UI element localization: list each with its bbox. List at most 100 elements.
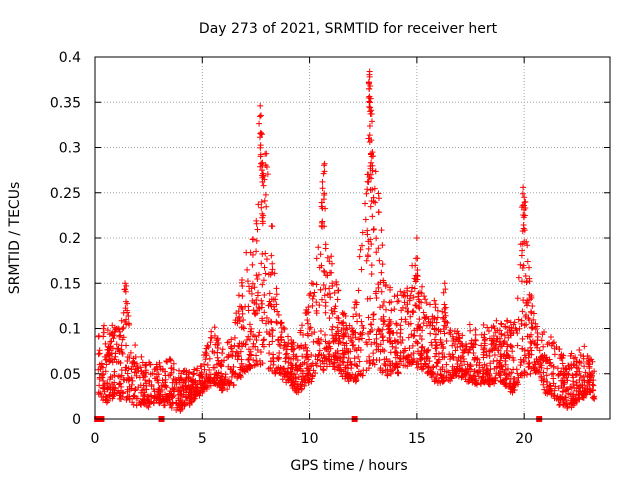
data-point: [439, 366, 446, 373]
data-point: [166, 356, 173, 363]
data-point: [458, 340, 465, 347]
data-point: [191, 392, 198, 399]
data-point: [105, 344, 112, 351]
data-point: [414, 325, 421, 332]
data-point: [188, 398, 195, 405]
data-point: [141, 392, 148, 399]
data-point: [411, 332, 418, 339]
data-point: [246, 283, 253, 290]
data-point: [463, 370, 470, 377]
data-point: [400, 362, 407, 369]
data-point: [510, 384, 517, 391]
data-point: [132, 342, 139, 349]
data-point: [266, 350, 273, 357]
data-point: [254, 275, 261, 282]
data-point: [379, 334, 386, 341]
data-point: [392, 354, 399, 361]
data-point: [487, 366, 494, 373]
data-point: [394, 369, 401, 376]
data-point: [104, 380, 111, 387]
data-point: [317, 286, 324, 293]
data-point: [219, 346, 226, 353]
data-point: [559, 388, 566, 395]
data-point: [313, 281, 320, 288]
data-point: [418, 336, 425, 343]
data-point: [131, 393, 138, 400]
data-point: [369, 162, 376, 169]
x-tick-label: 10: [301, 431, 319, 447]
data-point: [504, 352, 511, 359]
data-point: [321, 292, 328, 299]
data-point: [147, 361, 154, 368]
data-point: [260, 173, 267, 180]
data-point: [253, 237, 260, 244]
data-point: [542, 390, 549, 397]
data-point: [368, 271, 375, 278]
data-point: [557, 355, 564, 362]
data-point: [471, 367, 478, 374]
data-point: [577, 351, 584, 358]
data-point: [443, 338, 450, 345]
data-point: [406, 297, 413, 304]
data-point: [317, 251, 324, 258]
data-point: [270, 351, 277, 358]
data-point: [236, 343, 243, 350]
data-point: [477, 379, 484, 386]
data-point: [322, 205, 329, 212]
data-point: [122, 305, 129, 312]
data-point: [382, 306, 389, 313]
data-point: [439, 341, 446, 348]
data-point: [312, 353, 319, 360]
data-point: [470, 350, 477, 357]
data-point: [168, 369, 175, 376]
data-point: [515, 274, 522, 281]
data-point: [454, 328, 461, 335]
data-point: [276, 369, 283, 376]
data-point: [126, 354, 133, 361]
data-point: [538, 374, 545, 381]
data-point: [253, 352, 260, 359]
data-point: [416, 316, 423, 323]
data-point: [386, 362, 393, 369]
data-point: [239, 276, 246, 283]
data-point: [325, 340, 332, 347]
data-point: [253, 272, 260, 279]
data-point: [375, 284, 382, 291]
data-point: [395, 297, 402, 304]
data-point: [590, 394, 597, 401]
data-point: [381, 356, 388, 363]
data-point: [368, 262, 375, 269]
data-point: [246, 336, 253, 343]
data-point: [217, 361, 224, 368]
data-point: [418, 363, 425, 370]
data-point: [347, 337, 354, 344]
data-point: [187, 377, 194, 384]
data-point: [423, 299, 430, 306]
data-point: [349, 342, 356, 349]
data-point: [345, 355, 352, 362]
data-point: [586, 373, 593, 380]
data-point: [425, 346, 432, 353]
data-point: [526, 333, 533, 340]
data-point: [133, 360, 140, 367]
data-point: [376, 257, 383, 264]
data-point: [268, 303, 275, 310]
data-point: [467, 346, 474, 353]
data-point: [262, 250, 269, 257]
data-point: [313, 299, 320, 306]
data-point: [366, 132, 373, 139]
data-point: [395, 338, 402, 345]
data-point: [231, 334, 238, 341]
data-point: [256, 120, 263, 127]
data-point: [414, 340, 421, 347]
data-point: [381, 347, 388, 354]
data-point: [335, 338, 342, 345]
data-point: [417, 332, 424, 339]
data-point: [260, 337, 267, 344]
data-point: [286, 373, 293, 380]
data-point: [497, 320, 504, 327]
data-point: [456, 335, 463, 342]
data-point: [470, 344, 477, 351]
data-point: [257, 102, 264, 109]
data-point: [414, 266, 421, 273]
